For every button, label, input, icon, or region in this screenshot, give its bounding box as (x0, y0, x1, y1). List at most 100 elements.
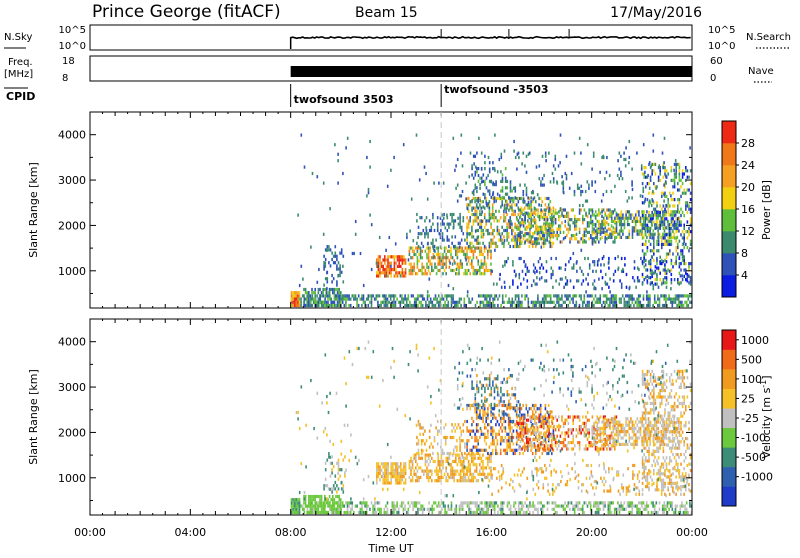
echo-cell (444, 247, 446, 250)
echo-cell (650, 176, 652, 179)
echo-cell (684, 294, 686, 297)
echo-cell (625, 304, 627, 307)
echo-cell (508, 433, 510, 436)
echo-cell (664, 505, 666, 508)
echo-cell (348, 294, 350, 297)
echo-cell (576, 501, 578, 504)
echo-cell (673, 298, 675, 301)
echo-cell (428, 473, 430, 476)
echo-cell (461, 463, 463, 466)
echo-cell (475, 304, 477, 307)
echo-cell (321, 291, 323, 294)
echo-cell (652, 511, 654, 514)
echo-cell (443, 505, 445, 508)
echo-cell (376, 298, 378, 301)
echo-cell (345, 304, 347, 307)
echo-cell (324, 511, 326, 514)
echo-cell (519, 276, 521, 279)
echo-cell (429, 446, 431, 449)
echo-cell (484, 390, 486, 393)
echo-cell (341, 468, 343, 471)
echo-cell (492, 210, 494, 213)
echo-cell (308, 301, 310, 304)
echo-cell (398, 262, 400, 265)
echo-cell (368, 505, 370, 508)
echo-cell (646, 290, 648, 293)
echo-cell (572, 221, 574, 224)
echo-cell (640, 217, 642, 220)
echo-cell (487, 250, 489, 253)
echo-cell (556, 234, 558, 237)
echo-cell (428, 247, 430, 250)
echo-cell (294, 505, 296, 508)
echo-cell (585, 214, 587, 217)
echo-cell (509, 442, 511, 445)
nsky-trace-line (291, 37, 691, 39)
echo-cell (436, 272, 438, 275)
echo-cell (653, 246, 655, 249)
echo-cell (341, 487, 343, 490)
echo-cell (382, 472, 384, 475)
echo-cell (352, 294, 354, 297)
echo-cell (616, 213, 618, 216)
echo-cell (556, 294, 558, 297)
echo-cell (594, 279, 596, 282)
echo-cell (672, 192, 674, 195)
echo-cell (677, 246, 679, 249)
echo-cell (659, 272, 661, 275)
echo-cell (421, 216, 423, 219)
echo-cell (556, 231, 558, 234)
echo-cell (484, 426, 486, 429)
echo-cell (677, 224, 679, 227)
echo-cell (690, 240, 692, 243)
cpid-entry-label: twofsound -3503 (444, 83, 548, 96)
echo-cell (400, 271, 402, 274)
echo-cell (544, 279, 546, 282)
echo-cell (568, 215, 570, 218)
echo-cell (466, 229, 468, 232)
echo-cell (335, 481, 337, 484)
echo-cell (650, 260, 652, 263)
echo-cell (506, 446, 508, 449)
echo-cell (612, 294, 614, 297)
echo-cell (593, 223, 595, 226)
echo-cell (621, 223, 623, 226)
echo-cell (628, 301, 630, 304)
echo-cell (603, 255, 605, 258)
freq-tick-low: 8 (62, 73, 68, 84)
echo-cell (619, 177, 621, 180)
nsearch-tick-high: 10^5 (708, 25, 735, 36)
echo-cell (520, 208, 522, 211)
echo-cell (448, 508, 450, 511)
echo-cell (342, 294, 344, 297)
echo-cell (487, 452, 489, 455)
echo-cell (439, 463, 441, 466)
echo-cell (537, 231, 539, 234)
echo-cell (529, 228, 531, 231)
colorbar-segment (722, 187, 736, 209)
echo-cell (619, 217, 621, 220)
echo-cell (395, 268, 397, 271)
echo-cell (632, 220, 634, 223)
echo-cell (595, 236, 597, 239)
echo-cell (690, 208, 692, 211)
echo-cell (672, 198, 674, 201)
echo-cell (540, 184, 542, 187)
echo-cell (577, 187, 579, 190)
echo-cell (490, 213, 492, 216)
echo-cell (481, 384, 483, 387)
echo-cell (614, 301, 616, 304)
echo-cell (393, 304, 395, 307)
echo-cell (493, 430, 495, 433)
echo-cell (611, 217, 613, 220)
echo-cell (378, 268, 380, 271)
echo-cell (649, 200, 651, 203)
echo-cell (584, 511, 586, 514)
echo-cell (616, 229, 618, 232)
echo-cell (490, 250, 492, 253)
echo-cell (638, 511, 640, 514)
echo-cell (377, 501, 379, 504)
echo-cell (474, 200, 476, 203)
echo-cell (553, 231, 555, 234)
echo-cell (402, 262, 404, 265)
